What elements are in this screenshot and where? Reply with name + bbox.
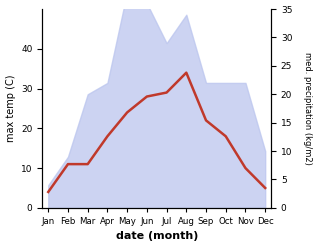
Y-axis label: med. precipitation (kg/m2): med. precipitation (kg/m2) [303,52,313,165]
Y-axis label: max temp (C): max temp (C) [5,75,16,142]
X-axis label: date (month): date (month) [115,231,198,242]
